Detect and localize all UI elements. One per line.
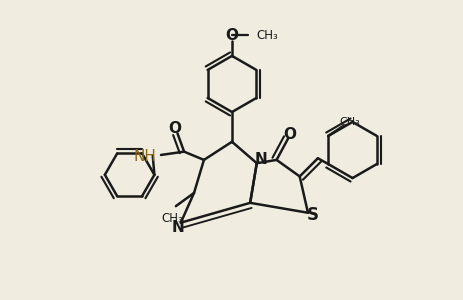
Text: O: O [283, 127, 296, 142]
Text: S: S [306, 206, 318, 224]
Text: N: N [171, 220, 183, 235]
Text: O: O [168, 121, 181, 136]
Text: CH₃: CH₃ [256, 29, 278, 42]
Text: N: N [254, 152, 267, 167]
Text: NH: NH [133, 149, 156, 164]
Text: CH₃: CH₃ [161, 212, 183, 225]
Text: O: O [225, 28, 238, 43]
Text: CH₃: CH₃ [338, 117, 359, 127]
